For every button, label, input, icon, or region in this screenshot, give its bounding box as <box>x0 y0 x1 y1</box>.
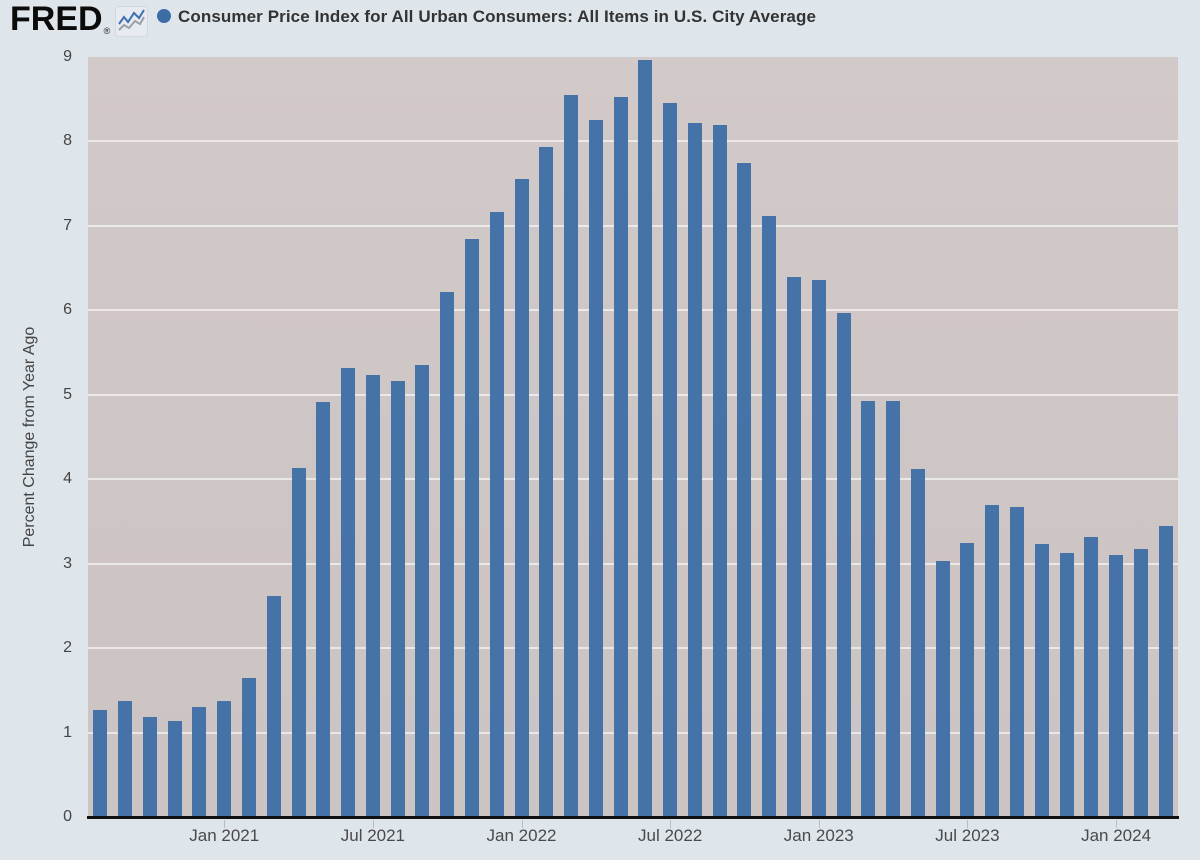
chart-bar[interactable] <box>440 291 455 817</box>
chart-bar[interactable] <box>737 163 752 817</box>
fred-logo-text: FRED <box>10 0 103 39</box>
chart-bar[interactable] <box>663 103 678 817</box>
gridline-7 <box>88 224 1178 227</box>
chart-bar[interactable] <box>787 276 802 817</box>
chart-bar[interactable] <box>1109 555 1124 817</box>
chart-bar[interactable] <box>489 212 504 817</box>
chart-bar[interactable] <box>1034 544 1049 817</box>
chart-bar[interactable] <box>886 400 901 817</box>
x-tick-label: Jan 2023 <box>783 826 854 845</box>
chart-bar[interactable] <box>217 701 232 817</box>
y-tick-label: 8 <box>63 132 72 150</box>
chart-bar[interactable] <box>167 720 182 817</box>
chart-bar[interactable] <box>712 124 727 817</box>
chart-bar[interactable] <box>638 60 653 817</box>
gridline-5 <box>88 393 1178 396</box>
x-tick-mark <box>818 820 820 828</box>
chart-bar[interactable] <box>390 381 405 817</box>
gridline-8 <box>88 140 1178 143</box>
chart-bar[interactable] <box>266 595 281 817</box>
chart-bar[interactable] <box>613 96 628 817</box>
y-tick-label: 3 <box>63 554 72 572</box>
chart-bar[interactable] <box>514 179 529 817</box>
chart-header: FRED ® Consumer Price Index for All Urba… <box>0 0 1200 44</box>
x-axis-line <box>87 816 1179 819</box>
gridline-6 <box>88 309 1178 312</box>
chart-bar[interactable] <box>564 95 579 817</box>
fred-logo[interactable]: FRED ® <box>10 0 149 39</box>
chart-title: Consumer Price Index for All Urban Consu… <box>178 7 817 26</box>
chart-bar[interactable] <box>960 542 975 817</box>
x-tick-mark <box>1116 820 1118 828</box>
x-tick-label: Jan 2024 <box>1081 826 1152 845</box>
x-tick-label: Jan 2021 <box>189 826 260 845</box>
registered-mark-icon: ® <box>103 26 111 36</box>
y-tick-label: 9 <box>63 48 72 65</box>
gridline-3 <box>88 562 1178 565</box>
plot-area <box>88 57 1178 817</box>
chart-bar[interactable] <box>935 561 950 817</box>
chart-bar[interactable] <box>811 279 826 817</box>
gridline-4 <box>88 478 1178 481</box>
chart-bar[interactable] <box>588 120 603 817</box>
y-tick-label: 2 <box>63 639 72 657</box>
chart-bar[interactable] <box>762 215 777 817</box>
y-tick-label: 5 <box>63 385 72 403</box>
y-tick-label: 6 <box>63 301 72 319</box>
chart-bar[interactable] <box>910 469 925 817</box>
chart-bar[interactable] <box>1009 507 1024 817</box>
chart-bar[interactable] <box>687 122 702 817</box>
y-tick-label: 0 <box>63 808 72 825</box>
chart-bar[interactable] <box>291 468 306 817</box>
x-tick-label: Jan 2022 <box>486 826 557 845</box>
sparkline-icon <box>115 6 149 37</box>
gridline-1 <box>88 731 1178 734</box>
chart-bar[interactable] <box>341 367 356 817</box>
chart-bar[interactable] <box>142 717 157 817</box>
x-tick-label: Jul 2023 <box>935 826 1000 845</box>
chart-bar[interactable] <box>539 146 554 817</box>
chart-bar[interactable] <box>464 239 479 817</box>
chart-bar[interactable] <box>861 400 876 817</box>
chart-bar[interactable] <box>1084 537 1099 817</box>
chart-bar[interactable] <box>365 374 380 817</box>
chart-bar[interactable] <box>242 677 257 817</box>
x-tick-mark <box>521 820 523 828</box>
x-tick-label: Jul 2021 <box>340 826 406 845</box>
chart-bar[interactable] <box>93 709 108 817</box>
chart-bar[interactable] <box>1133 549 1148 817</box>
x-tick-label: Jul 2022 <box>638 826 703 845</box>
x-tick-mark <box>670 820 672 828</box>
gridline-2 <box>88 647 1178 650</box>
chart-bar[interactable] <box>836 312 851 817</box>
chart-bar[interactable] <box>192 707 207 817</box>
y-tick-label: 1 <box>63 723 72 741</box>
x-tick-mark <box>224 820 226 828</box>
chart-bar[interactable] <box>1158 525 1173 817</box>
chart-bar[interactable] <box>985 504 1000 817</box>
x-tick-mark <box>967 820 969 828</box>
chart-bar[interactable] <box>118 701 133 817</box>
y-axis-title: Percent Change from Year Ago <box>21 326 38 548</box>
y-tick-label: 7 <box>63 216 72 234</box>
y-tick-label: 4 <box>63 470 72 488</box>
series-marker-icon <box>157 9 171 23</box>
chart-bar[interactable] <box>1059 552 1074 817</box>
chart-bar[interactable] <box>415 365 430 817</box>
chart-bar[interactable] <box>316 401 331 817</box>
x-tick-mark <box>372 820 374 828</box>
